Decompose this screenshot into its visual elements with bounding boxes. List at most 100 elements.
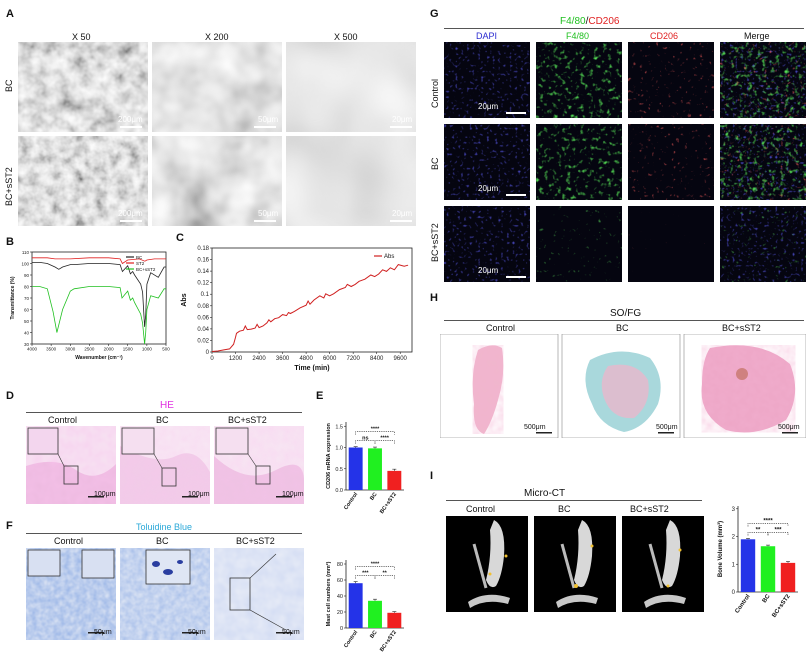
sofg-col-bc: BC bbox=[616, 323, 629, 333]
sem-bcsst2-x500 bbox=[286, 136, 416, 226]
x-tick-label: 1000 bbox=[142, 347, 153, 352]
x-tick-label: 2500 bbox=[84, 347, 95, 352]
tb-scalebar-2: 50μm bbox=[188, 629, 206, 636]
sem-scalebar-20b: 20μm bbox=[392, 209, 413, 218]
tb-scalebar-3: 50μm bbox=[282, 629, 300, 636]
sofg-title: SO/FG bbox=[610, 308, 642, 319]
sem-scalebar-200: 200μm bbox=[118, 115, 143, 124]
x-tick-label: 7200 bbox=[346, 356, 360, 362]
sem-bc-x200 bbox=[152, 42, 282, 132]
y-axis-label: CD206 mRNA expression bbox=[326, 422, 332, 488]
he-scalebar-1: 100μm bbox=[94, 491, 116, 498]
bar-bc-sst2 bbox=[780, 562, 796, 592]
panel-label-c: C bbox=[176, 232, 184, 244]
significance-bracket bbox=[355, 431, 395, 435]
if-row-bc: BC bbox=[430, 157, 440, 170]
bar-control bbox=[348, 583, 363, 628]
sem-col-x200: X 200 bbox=[205, 32, 229, 42]
if-grid bbox=[444, 42, 806, 282]
panel-label-h: H bbox=[430, 292, 438, 304]
y-tick-label: 0.5 bbox=[335, 467, 343, 473]
series-line-st2 bbox=[32, 257, 166, 265]
y-tick-label: 0.0 bbox=[335, 488, 343, 494]
x-tick-label: 1500 bbox=[123, 347, 134, 352]
he-images bbox=[26, 426, 304, 504]
bar-bc-sst2 bbox=[387, 470, 402, 490]
if-title: F4/80/CD206 bbox=[560, 16, 620, 27]
sofg-scalebar-1: 500μm bbox=[524, 424, 546, 431]
y-tick-label: 0.18 bbox=[197, 246, 209, 252]
if-col-merge: Merge bbox=[744, 31, 770, 41]
tb-scalebar-1: 50μm bbox=[94, 629, 112, 636]
sem-row-bc-sst2: BC+sST2 bbox=[4, 167, 14, 206]
y-tick-label: 100 bbox=[21, 262, 29, 267]
panel-label-a: A bbox=[6, 8, 14, 20]
y-axis-label: Mast cell numbers (mm²) bbox=[325, 561, 332, 626]
tb-images bbox=[26, 548, 304, 640]
microct-col-bc-sst2: BC+sST2 bbox=[630, 504, 669, 514]
x-tick-label: Control bbox=[734, 593, 751, 614]
sem-col-x500: X 500 bbox=[334, 32, 358, 42]
abs-chart: 0.18 0.16 0.14 0.12 0.1 0.08 0.06 0.04 0.02 00 120… bbox=[181, 246, 413, 372]
significance-label: *** bbox=[774, 527, 782, 533]
y-tick-label: 30 bbox=[24, 342, 30, 347]
legend-label: ST2 bbox=[136, 261, 145, 266]
microct-bone-3 bbox=[644, 520, 686, 608]
x-tick-label: 4800 bbox=[299, 356, 313, 362]
y-tick-label: 3 bbox=[732, 507, 736, 513]
y-tick-label: 0.04 bbox=[197, 327, 209, 333]
plot-frame bbox=[211, 247, 413, 353]
significance-label: *** bbox=[362, 571, 369, 577]
significance-label: ns bbox=[362, 436, 368, 442]
significance-label: ** bbox=[383, 571, 388, 577]
y-tick-label: 0 bbox=[206, 350, 210, 356]
bar-control bbox=[740, 539, 756, 592]
significance-label: **** bbox=[371, 562, 380, 568]
x-axis-label: Wavenumber (cm⁻¹) bbox=[75, 355, 123, 361]
tb-col-bc: BC bbox=[156, 536, 169, 546]
he-col-bc-sst2: BC+sST2 bbox=[228, 415, 267, 425]
y-tick-label: 20 bbox=[337, 610, 343, 616]
if-col-f480: F4/80 bbox=[566, 31, 590, 41]
x-tick-label: 2000 bbox=[104, 347, 115, 352]
he-col-control: Control bbox=[48, 415, 78, 425]
significance-bracket bbox=[747, 532, 769, 536]
microct-bone-1 bbox=[468, 520, 510, 608]
sem-bcsst2-x200 bbox=[152, 136, 282, 226]
if-col-dapi: DAPI bbox=[476, 31, 498, 41]
x-tick-label: BC+sST2 bbox=[772, 593, 793, 619]
he-col-bc: BC bbox=[156, 415, 169, 425]
x-axis-label: Time (min) bbox=[294, 365, 329, 372]
x-tick-label: BC+sST2 bbox=[379, 630, 398, 653]
y-tick-label: 90 bbox=[24, 273, 30, 278]
x-tick-label: 1200 bbox=[229, 356, 243, 362]
sofg-scalebar-2: 500μm bbox=[656, 424, 678, 431]
significance-label: **** bbox=[380, 436, 389, 442]
y-axis-label: Abs bbox=[181, 293, 188, 306]
sem-col-x50: X 50 bbox=[72, 32, 91, 42]
legend-label: BC+sST2 bbox=[136, 267, 156, 272]
x-tick-label: BC bbox=[762, 593, 772, 604]
x-tick-label: Control bbox=[343, 491, 359, 511]
y-tick-label: 0.16 bbox=[197, 258, 209, 264]
panel-label-b: B bbox=[6, 236, 14, 248]
if-scalebar-2: 20μm bbox=[478, 184, 499, 193]
y-tick-label: 0.14 bbox=[197, 269, 209, 275]
x-tick-label: BC bbox=[369, 630, 378, 640]
x-tick-label: 3600 bbox=[276, 356, 290, 362]
legend-label: BC bbox=[136, 255, 143, 260]
sofg-scalebar-3: 500μm bbox=[778, 424, 800, 431]
y-tick-label: 50 bbox=[24, 319, 30, 324]
he-scalebar-2: 100μm bbox=[188, 491, 210, 498]
y-tick-label: 1.5 bbox=[335, 424, 343, 430]
legend-label: Abs bbox=[384, 254, 394, 260]
tb-col-control: Control bbox=[54, 536, 84, 546]
y-tick-label: 0 bbox=[732, 590, 736, 596]
series-line-bc-sst2 bbox=[32, 286, 166, 345]
sem-scalebar-20: 20μm bbox=[392, 115, 413, 124]
x-tick-label: BC bbox=[369, 492, 378, 502]
y-tick-label: 40 bbox=[337, 594, 343, 600]
x-tick-label: Control bbox=[343, 629, 359, 649]
microct-bone-2 bbox=[556, 520, 598, 608]
